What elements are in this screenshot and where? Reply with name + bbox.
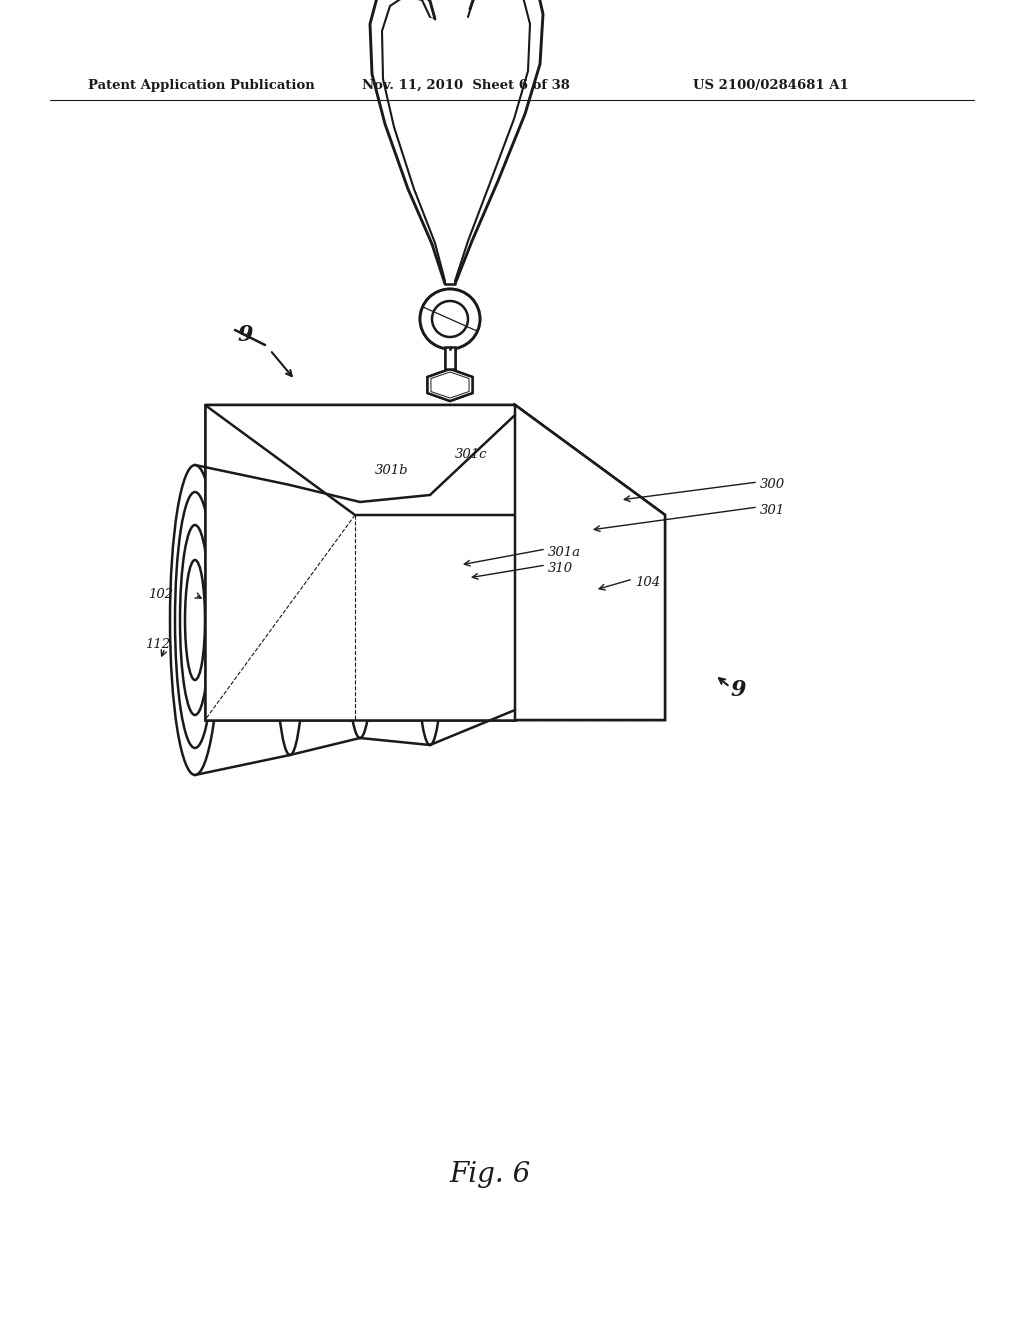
Polygon shape bbox=[445, 347, 455, 370]
Ellipse shape bbox=[432, 301, 468, 337]
Ellipse shape bbox=[416, 495, 444, 744]
Text: 112: 112 bbox=[145, 639, 170, 652]
Text: 104: 104 bbox=[635, 576, 660, 589]
Text: 310: 310 bbox=[548, 561, 573, 574]
Polygon shape bbox=[427, 370, 472, 401]
Ellipse shape bbox=[420, 289, 480, 348]
Ellipse shape bbox=[432, 301, 468, 337]
Text: 300: 300 bbox=[760, 479, 785, 491]
Polygon shape bbox=[205, 405, 665, 515]
Polygon shape bbox=[445, 347, 455, 370]
Polygon shape bbox=[205, 405, 515, 719]
Text: US 2100/0284681 A1: US 2100/0284681 A1 bbox=[693, 78, 849, 91]
Ellipse shape bbox=[346, 502, 374, 738]
Text: Nov. 11, 2010  Sheet 6 of 38: Nov. 11, 2010 Sheet 6 of 38 bbox=[362, 78, 570, 91]
Polygon shape bbox=[205, 405, 665, 515]
Polygon shape bbox=[515, 405, 665, 719]
Polygon shape bbox=[455, 0, 543, 284]
Text: Fig. 6: Fig. 6 bbox=[450, 1162, 530, 1188]
Text: 9: 9 bbox=[238, 323, 253, 346]
Text: 301b: 301b bbox=[375, 463, 409, 477]
Text: 301c: 301c bbox=[455, 449, 487, 462]
Text: 9: 9 bbox=[730, 678, 745, 701]
Polygon shape bbox=[515, 405, 665, 719]
Polygon shape bbox=[427, 370, 472, 401]
Ellipse shape bbox=[275, 484, 305, 755]
Text: 301a: 301a bbox=[548, 545, 581, 558]
Text: Patent Application Publication: Patent Application Publication bbox=[88, 78, 314, 91]
Ellipse shape bbox=[420, 289, 480, 348]
Polygon shape bbox=[205, 405, 515, 719]
Polygon shape bbox=[370, 0, 445, 284]
Text: 301: 301 bbox=[760, 503, 785, 516]
Text: 102: 102 bbox=[148, 589, 173, 602]
